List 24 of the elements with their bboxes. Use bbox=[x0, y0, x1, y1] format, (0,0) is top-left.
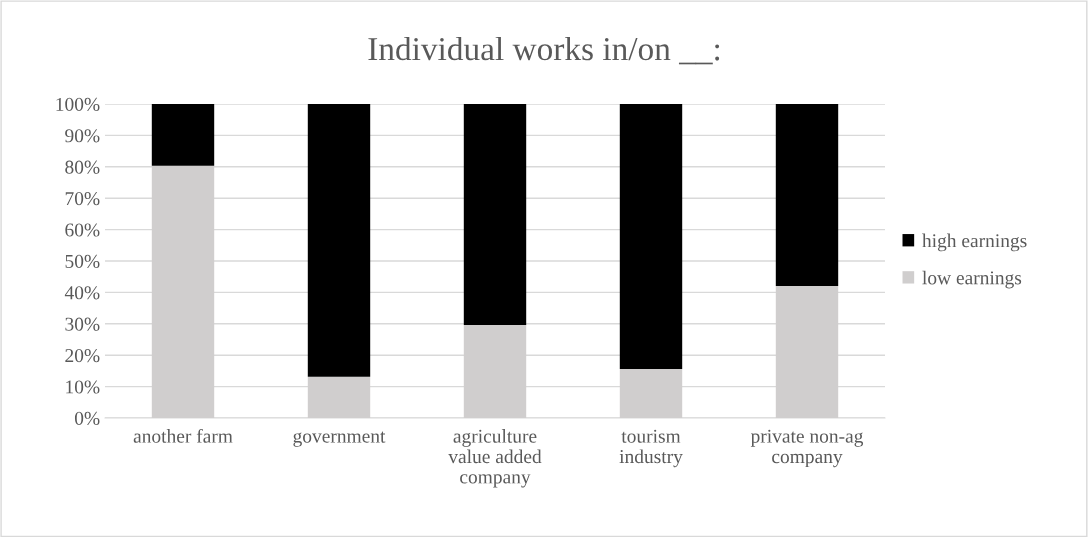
bar bbox=[463, 104, 527, 326]
y-tick-label: 0% bbox=[74, 411, 100, 425]
x-tick-label: agriculture value added company bbox=[448, 429, 542, 488]
y-tick-label: 80% bbox=[65, 160, 100, 174]
x-tick-label: another farm bbox=[133, 428, 233, 443]
y-tick-label: 90% bbox=[65, 129, 100, 143]
y-tick-label: 100% bbox=[56, 97, 100, 111]
bar bbox=[775, 104, 839, 287]
y-tick-label: 50% bbox=[65, 254, 100, 268]
bar bbox=[151, 104, 215, 166]
y-tick-label: 20% bbox=[65, 349, 100, 363]
y-tick-label: 10% bbox=[66, 380, 100, 394]
chart-title: Individual works in/on __: bbox=[368, 36, 720, 65]
x-tick-label: private non-ag company bbox=[750, 429, 864, 468]
y-tick-label: 30% bbox=[65, 317, 100, 331]
y-tick-label: 40% bbox=[64, 286, 100, 300]
y-tick-label: 60% bbox=[65, 223, 100, 237]
x-tick-label: tourism industry bbox=[619, 429, 683, 468]
bar bbox=[619, 104, 683, 370]
legend-label: high earnings bbox=[922, 233, 1027, 252]
y-tick-label: 70% bbox=[65, 192, 100, 206]
x-tick-label: government bbox=[293, 431, 386, 447]
bar bbox=[307, 104, 371, 377]
legend-label: low earnings bbox=[922, 270, 1022, 289]
